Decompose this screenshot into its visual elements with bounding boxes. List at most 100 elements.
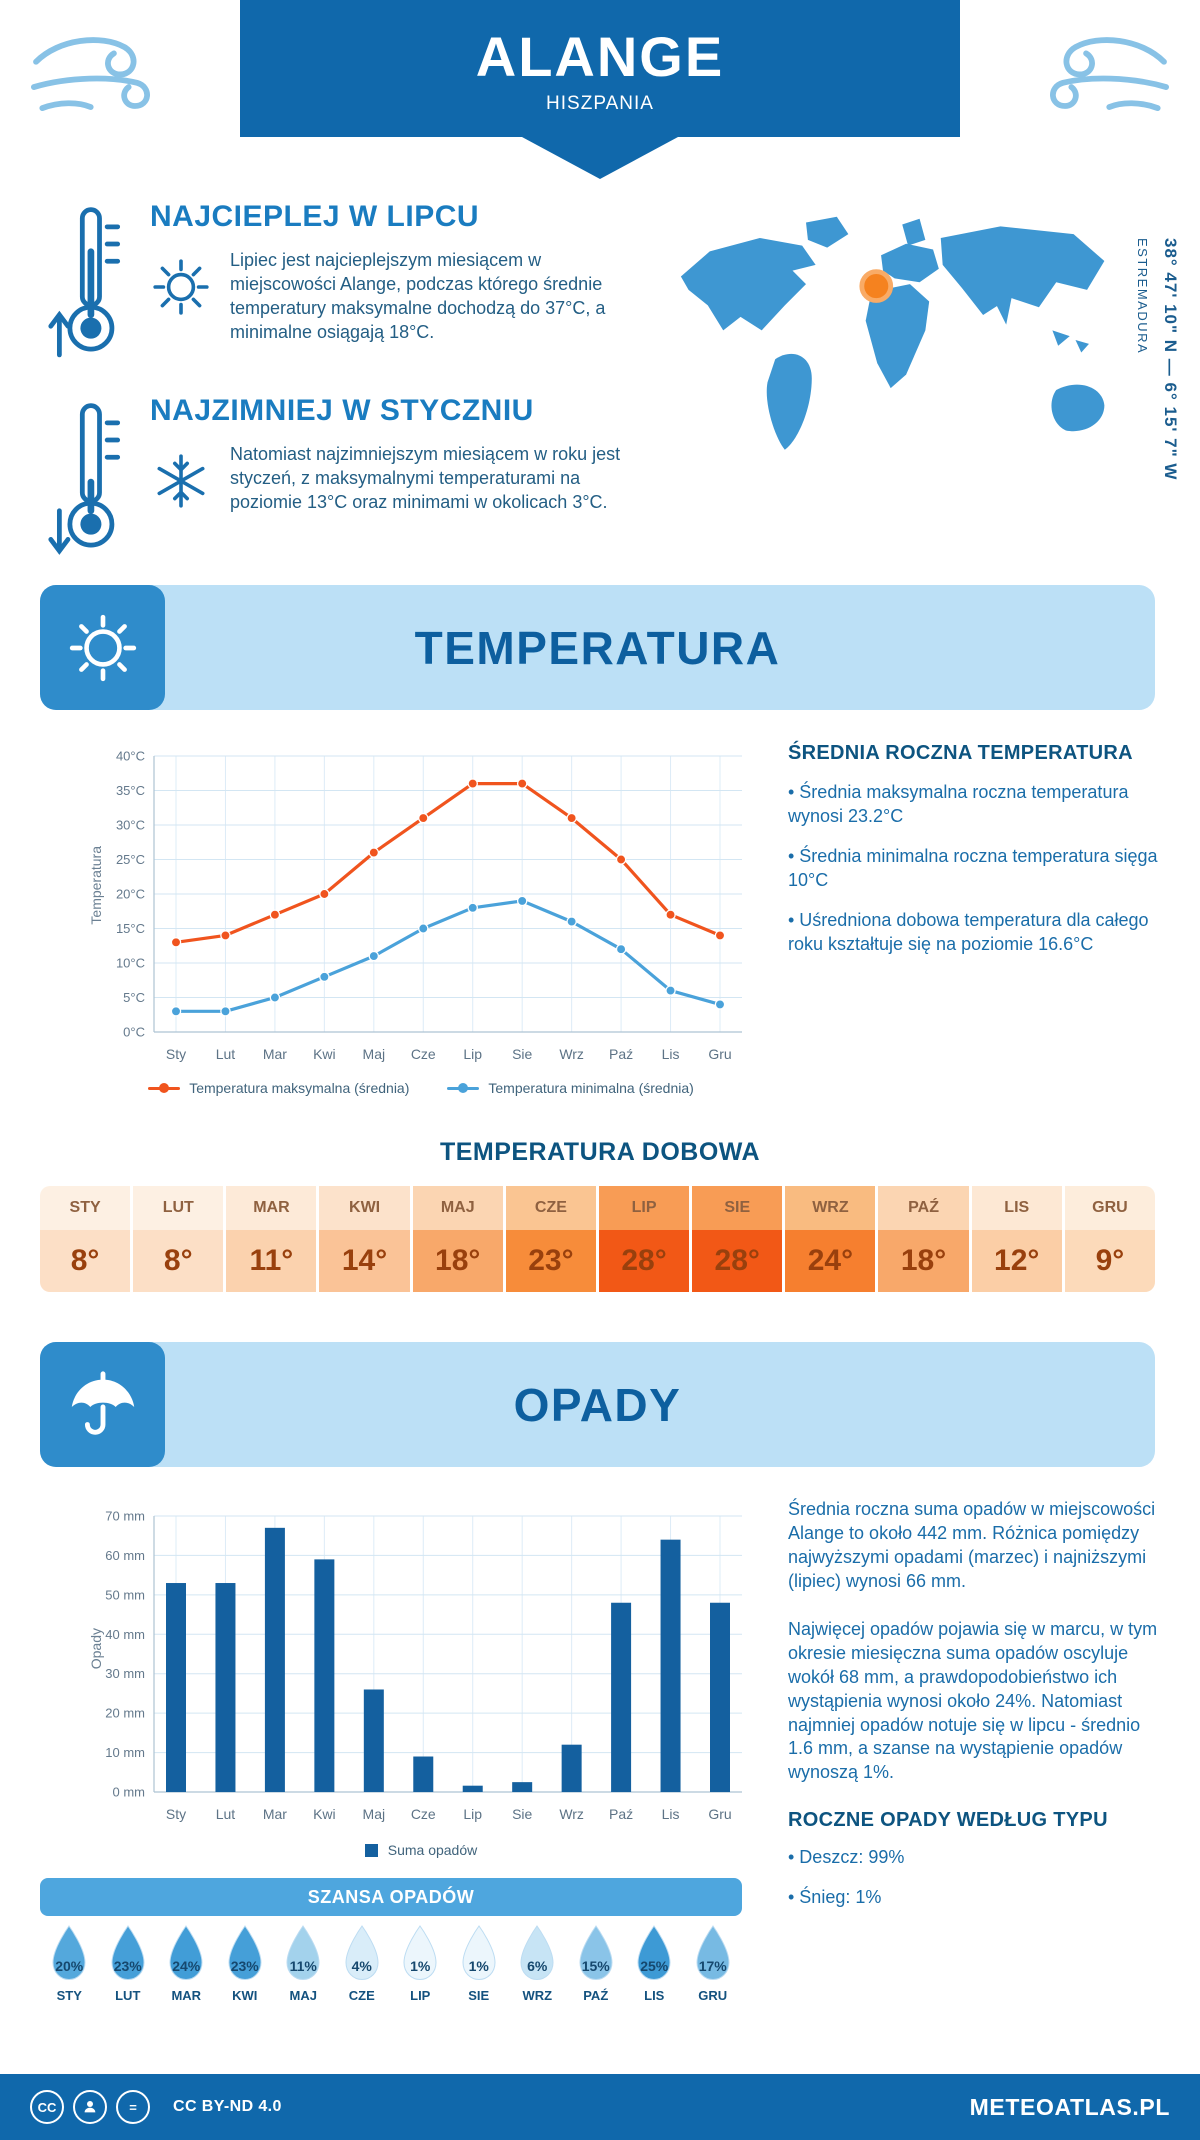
legend-swatch xyxy=(364,1843,378,1857)
legend-item: Temperatura maksymalna (średnia) xyxy=(148,1080,409,1096)
x-tick-label: Gru xyxy=(708,1046,731,1062)
data-point xyxy=(467,778,478,789)
daily-temperature-table: STY 8° LUT 8° MAR 11° KWI 14° MAJ 18° CZE 23° LIP 28°… xyxy=(40,1186,1155,1292)
data-point xyxy=(615,854,627,865)
rain-chance-value: 6% xyxy=(527,1958,548,1974)
rain-chance-month: GRU xyxy=(698,1988,728,2003)
data-point xyxy=(220,1006,231,1017)
annual-temp-heading: ŚREDNIA ROCZNA TEMPERATURA xyxy=(788,742,1133,764)
x-tick-label: Cze xyxy=(411,1046,436,1062)
rain-chance-month: LUT xyxy=(115,1988,141,2003)
wind-icon xyxy=(1050,37,1169,111)
temperature-line-chart: 0°C 5°C 10°C 15°C 20°C 25°C 30°C 35°C 40°C Sty Lut… xyxy=(116,749,742,1062)
daily-temp-column: WRZ 24° xyxy=(785,1186,876,1292)
thermometer-warm-icon xyxy=(48,207,121,358)
bar xyxy=(413,1756,434,1792)
daily-temp-value: 28° xyxy=(692,1230,783,1292)
drop-icon: 1% xyxy=(456,1924,502,1982)
daily-temp-column: CZE 23° xyxy=(505,1186,596,1292)
license-badges: CC = CC BY-ND 4.0 xyxy=(30,2090,282,2124)
legend-dot xyxy=(159,1083,170,1093)
rain-chance-value: 4% xyxy=(351,1958,372,1974)
rain-chance-month: KWI xyxy=(232,1988,258,2003)
y-tick-label: 30 mm xyxy=(105,1666,145,1681)
daily-temp-column: LUT 8° xyxy=(133,1186,224,1292)
annual-temperature-summary: ŚREDNIA ROCZNA TEMPERATURA • Średnia mak… xyxy=(788,742,1160,973)
rain-chance-item: 11% MAJ xyxy=(274,1924,333,2003)
rain-type-heading: ROCZNE OPADY WEDŁUG TYPU xyxy=(788,1809,1108,1832)
data-point xyxy=(566,812,577,824)
data-point xyxy=(319,971,330,983)
daily-month-label: LIS xyxy=(971,1186,1062,1230)
drop-icon: 23% xyxy=(222,1924,268,1982)
rain-chance-value: 15% xyxy=(581,1958,610,1974)
data-point xyxy=(665,909,676,920)
sun-icon xyxy=(153,259,209,315)
warmest-month-heading: NAJCIEPLEJ W LIPCU xyxy=(150,200,480,233)
x-tick-label: Paź xyxy=(609,1046,633,1062)
precipitation-section-title: OPADY xyxy=(513,1378,682,1431)
temperature-section-banner: TEMPERATURA xyxy=(40,585,1155,710)
legend-label: Suma opadów xyxy=(387,1842,478,1858)
coldest-month-text: Natomiast najzimniejszym miesiącem w rok… xyxy=(230,444,621,513)
daily-month-label: MAR xyxy=(226,1186,317,1230)
daily-month-label: GRU xyxy=(1064,1186,1155,1230)
world-map xyxy=(680,216,1105,450)
daily-temp-column: LIS 12° xyxy=(971,1186,1062,1292)
coordinates-label: 38° 47' 10" N — 6° 15' 7" W xyxy=(1161,238,1180,481)
coldest-month-heading: NAJZIMNIEJ W STYCZNIU xyxy=(150,394,534,427)
daily-temp-value: 14° xyxy=(319,1230,410,1292)
rain-chance-item: 17% GRU xyxy=(684,1924,743,2003)
temperature-chart-legend: Temperatura maksymalna (średnia) Temperat… xyxy=(86,1080,756,1096)
daily-month-label: CZE xyxy=(505,1186,596,1230)
daily-temp-column: LIP 28° xyxy=(598,1186,690,1292)
rain-chance-month: MAJ xyxy=(289,1988,317,2003)
x-tick-label: Kwi xyxy=(313,1806,336,1822)
rain-chance-month: LIS xyxy=(644,1988,665,2003)
rain-chance-item: 23% LUT xyxy=(99,1924,158,2003)
bar xyxy=(561,1744,582,1792)
daily-month-label: KWI xyxy=(319,1186,410,1230)
rain-chance-value: 25% xyxy=(640,1958,669,1974)
x-tick-label: Paź xyxy=(609,1806,633,1822)
x-tick-label: Lut xyxy=(216,1806,236,1822)
y-tick-label: 40 mm xyxy=(105,1627,145,1642)
daily-temp-column: MAJ 18° xyxy=(412,1186,503,1292)
rain-chance-value: 17% xyxy=(698,1958,727,1974)
data-point xyxy=(714,930,726,941)
x-tick-label: Lip xyxy=(463,1046,482,1062)
y-tick-label: 30°C xyxy=(116,818,145,833)
rain-type-bullet: • Deszcz: 99% xyxy=(788,1847,905,1868)
x-tick-label: Cze xyxy=(411,1806,436,1822)
data-point xyxy=(418,923,429,934)
y-tick-label: 5°C xyxy=(123,990,145,1005)
y-tick-label: 60 mm xyxy=(105,1548,145,1563)
rain-chance-heading: SZANSA OPADÓW xyxy=(307,1886,475,1907)
region-label: ESTREMADURA xyxy=(1135,238,1150,355)
precip-paragraph: Średnia roczna suma opadów w miejscowośc… xyxy=(788,1499,1156,1591)
bar xyxy=(215,1583,236,1792)
precipitation-summary: Średnia roczna suma opadów w miejscowośc… xyxy=(788,1498,1160,1926)
bar xyxy=(660,1539,681,1792)
data-point xyxy=(368,847,380,858)
drop-icon: 20% xyxy=(46,1924,92,1982)
legend-label: Temperatura minimalna (średnia) xyxy=(488,1080,694,1096)
cc-icon: CC xyxy=(30,2090,64,2124)
rain-chance-item: 15% PAŹ xyxy=(567,1924,626,2003)
rain-chance-month: CZE xyxy=(348,1988,375,2003)
daily-temp-column: GRU 9° xyxy=(1064,1186,1155,1292)
data-point xyxy=(170,1006,182,1017)
daily-month-label: PAŹ xyxy=(878,1186,969,1230)
snowflake-icon xyxy=(157,454,205,508)
daily-month-label: STY xyxy=(40,1186,131,1230)
y-tick-label: 15°C xyxy=(116,921,145,936)
legend-item: Temperatura minimalna (średnia) xyxy=(447,1080,694,1096)
line-series xyxy=(170,778,726,948)
rain-chance-item: 23% KWI xyxy=(216,1924,275,2003)
x-tick-label: Lis xyxy=(662,1046,680,1062)
x-tick-label: Maj xyxy=(363,1046,386,1062)
data-point xyxy=(516,895,528,907)
y-tick-label: 10 mm xyxy=(105,1745,145,1760)
daily-temp-column: SIE 28° xyxy=(692,1186,783,1292)
daily-month-label: WRZ xyxy=(785,1186,876,1230)
